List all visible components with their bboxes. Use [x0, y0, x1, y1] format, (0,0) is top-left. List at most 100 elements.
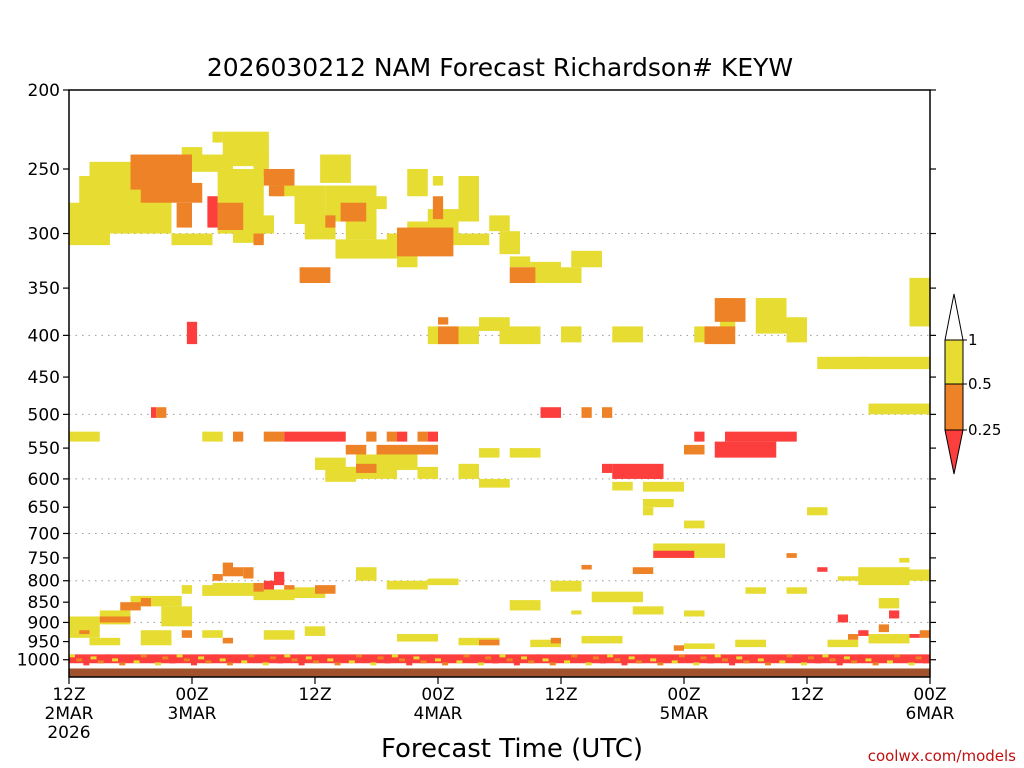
- chart-title: 2026030212 NAM Forecast Richardson# KEYW: [207, 53, 793, 82]
- cell-yellow-44: [858, 356, 930, 370]
- surface-stripe-16: [183, 658, 190, 662]
- cell-yellow-92: [89, 637, 121, 646]
- cell-yellow-80: [386, 580, 428, 590]
- cell-orange-23: [386, 431, 397, 442]
- surface-stripe-41: [363, 658, 370, 662]
- surface-stripe-21: [219, 658, 226, 662]
- legend-arrow-bottom: [944, 429, 964, 475]
- cell-yellow-94: [202, 630, 223, 638]
- surface-stripe-78: [628, 656, 635, 660]
- cell-yellow-49: [315, 457, 346, 470]
- surface-stripe-20: [212, 654, 219, 658]
- y-tick-label-600: 600: [28, 470, 60, 490]
- surface-stripe-13: [162, 656, 169, 660]
- surface-stripe-9: [133, 660, 140, 664]
- cell-yellow-17: [335, 239, 397, 259]
- cell-yellow-38: [612, 326, 643, 343]
- cell-yellow-6: [212, 131, 223, 143]
- cell-yellow-59: [643, 481, 684, 492]
- cell-orange-34: [786, 553, 797, 558]
- surface-stripe-19: [205, 660, 212, 664]
- surface-stripe-53: [449, 656, 456, 660]
- cell-yellow-19: [376, 196, 387, 210]
- surface-stripe-46: [399, 658, 406, 662]
- cell-yellow-85: [591, 591, 643, 603]
- surface-stripe-74: [599, 660, 606, 664]
- x-tick-label-84-1: 6MAR: [906, 704, 955, 724]
- cell-red-5: [427, 431, 438, 442]
- cell-orange-19: [263, 431, 285, 442]
- surface-stripe-100: [786, 654, 793, 658]
- cell-orange-51: [848, 634, 859, 640]
- surface-stripe-31: [291, 658, 298, 662]
- cell-orange-32: [581, 564, 592, 570]
- surface-stripe-73: [592, 656, 599, 660]
- surface-stripe-77: [621, 662, 628, 666]
- surface-stripe-18: [198, 656, 205, 660]
- surface-stripe-76: [614, 658, 621, 662]
- x-tick-label-36-0: 00Z: [421, 685, 454, 705]
- surface-stripe-11: [147, 658, 154, 662]
- surface-stripe-102: [800, 662, 807, 666]
- surface-stripe-0: [69, 654, 75, 658]
- cell-yellow-99: [530, 639, 561, 648]
- surface-stripe-48: [413, 656, 420, 660]
- cell-orange-11: [432, 196, 444, 220]
- cell-yellow-26: [438, 233, 490, 246]
- cell-orange-4: [263, 168, 295, 186]
- surface-stripe-101: [793, 658, 800, 662]
- cell-red-6: [540, 407, 561, 418]
- surface-stripe-43: [377, 656, 384, 660]
- cell-yellow-42: [786, 317, 807, 343]
- surface-stripe-93: [736, 656, 743, 660]
- cell-orange-22: [356, 463, 377, 473]
- surface-stripe-63: [521, 656, 528, 660]
- y-tick-label-450: 450: [28, 368, 60, 388]
- cell-orange-41: [140, 598, 151, 607]
- cell-orange-24: [376, 444, 438, 455]
- cell-orange-26: [581, 407, 592, 418]
- cell-yellow-32: [550, 267, 582, 284]
- cell-yellow-89: [786, 587, 807, 594]
- surface-stripe-52: [442, 662, 449, 666]
- surface-stripe-97: [764, 662, 771, 666]
- cell-yellow-56: [479, 478, 510, 488]
- cell-orange-7: [299, 267, 331, 284]
- surface-stripe-30: [284, 654, 291, 658]
- surface-stripe-111: [865, 658, 872, 662]
- y-tick-label-300: 300: [28, 225, 60, 245]
- surface-stripe-3: [90, 656, 97, 660]
- surface-stripe-104: [815, 660, 822, 664]
- cell-yellow-95: [263, 630, 295, 640]
- cell-orange-50: [673, 645, 684, 651]
- x-tick-label-60-0: 00Z: [667, 685, 700, 705]
- cell-orange-46: [181, 630, 192, 638]
- surface-red-band: [69, 654, 930, 664]
- surface-stripe-86: [686, 658, 693, 662]
- surface-stripe-54: [456, 660, 463, 664]
- surface-stripe-25: [248, 654, 255, 658]
- surface-stripe-64: [528, 660, 535, 664]
- x-tick-label-60-1: 5MAR: [660, 704, 709, 724]
- y-tick-label-500: 500: [28, 405, 60, 425]
- legend-arrow-top: [944, 293, 964, 341]
- legend-label-1: 0.5: [968, 375, 992, 393]
- cell-orange-17: [156, 407, 167, 418]
- surface-stripe-117: [908, 662, 915, 666]
- cell-yellow-68: [899, 557, 910, 563]
- y-tick-label-900: 900: [28, 613, 60, 633]
- cell-orange-16: [714, 298, 746, 322]
- surface-stripe-65: [535, 654, 542, 658]
- x-tick-label-72-0: 12Z: [790, 685, 823, 705]
- surface-stripe-8: [126, 656, 133, 660]
- cell-red-14: [274, 571, 285, 586]
- cell-yellow-83: [550, 580, 582, 592]
- cell-yellow-86: [632, 606, 664, 615]
- surface-stripe-116: [901, 658, 908, 662]
- cell-yellow-102: [735, 639, 766, 648]
- cell-red-15: [817, 567, 828, 572]
- surface-stripe-110: [858, 654, 865, 658]
- cell-yellow-104: [868, 634, 910, 644]
- cell-yellow-84: [571, 610, 582, 615]
